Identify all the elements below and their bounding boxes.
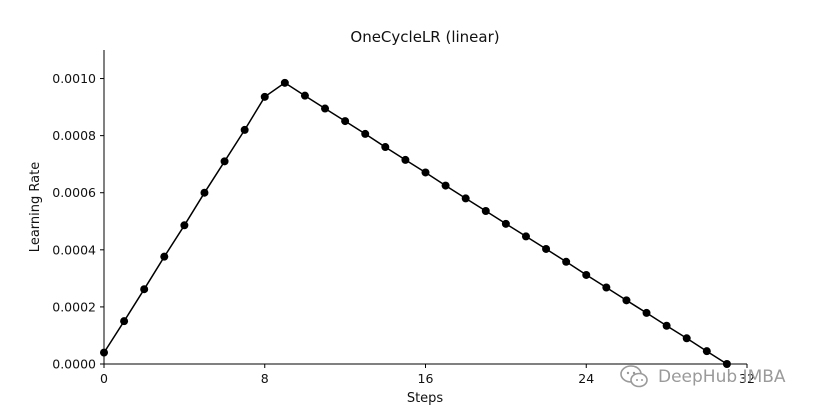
data-point — [642, 308, 651, 317]
x-tick-label: 8 — [261, 371, 269, 386]
y-tick-label: 0.0004 — [52, 242, 96, 257]
data-point — [341, 117, 350, 126]
data-point — [140, 285, 149, 294]
data-point — [421, 168, 430, 177]
data-point — [682, 334, 691, 343]
data-point — [662, 321, 671, 330]
watermark-text: DeepHub IMBA — [658, 367, 786, 387]
data-point — [622, 296, 631, 305]
y-tick-label: 0.0008 — [52, 128, 96, 143]
data-point — [501, 219, 510, 228]
wechat-icon — [620, 365, 648, 388]
data-point — [160, 252, 169, 261]
y-tick-label: 0.0006 — [52, 185, 96, 200]
data-point — [180, 221, 189, 230]
data-point — [300, 91, 309, 100]
watermark: DeepHub IMBA — [620, 365, 786, 388]
data-point — [722, 360, 731, 368]
data-point — [562, 257, 571, 266]
data-point — [120, 317, 129, 326]
data-point — [240, 125, 249, 134]
data-point — [260, 92, 269, 101]
chart-title: OneCycleLR (linear) — [350, 28, 499, 46]
data-point — [280, 78, 289, 87]
data-point — [381, 143, 390, 152]
data-point — [441, 181, 450, 190]
data-point — [100, 348, 108, 357]
x-tick-label: 24 — [578, 371, 594, 386]
x-tick-label: 16 — [418, 371, 434, 386]
data-point — [461, 194, 470, 203]
y-tick-label: 0.0010 — [52, 71, 96, 86]
x-tick-label: 32 — [739, 371, 755, 386]
y-axis-label: Learning Rate — [28, 162, 43, 252]
y-tick-label: 0.0000 — [52, 357, 96, 372]
x-tick-label: 0 — [100, 371, 108, 386]
data-point — [200, 188, 209, 197]
y-tick-label: 0.0002 — [52, 299, 96, 314]
data-point — [521, 232, 530, 241]
x-axis-label: Steps — [407, 391, 444, 406]
data-point — [321, 104, 330, 113]
data-point — [361, 129, 370, 138]
data-point — [602, 283, 611, 292]
axes — [103, 50, 747, 365]
ticks: 0 8 16 24 32 0.0000 0.0002 0.0004 0.0006 0.0008 0.… — [52, 71, 755, 386]
data-point — [582, 270, 591, 279]
data-point — [481, 206, 490, 215]
data-point — [220, 157, 229, 166]
series-line — [103, 81, 728, 365]
data-point — [702, 347, 711, 356]
data-point — [542, 244, 551, 253]
series — [100, 78, 731, 368]
data-point — [401, 155, 410, 164]
